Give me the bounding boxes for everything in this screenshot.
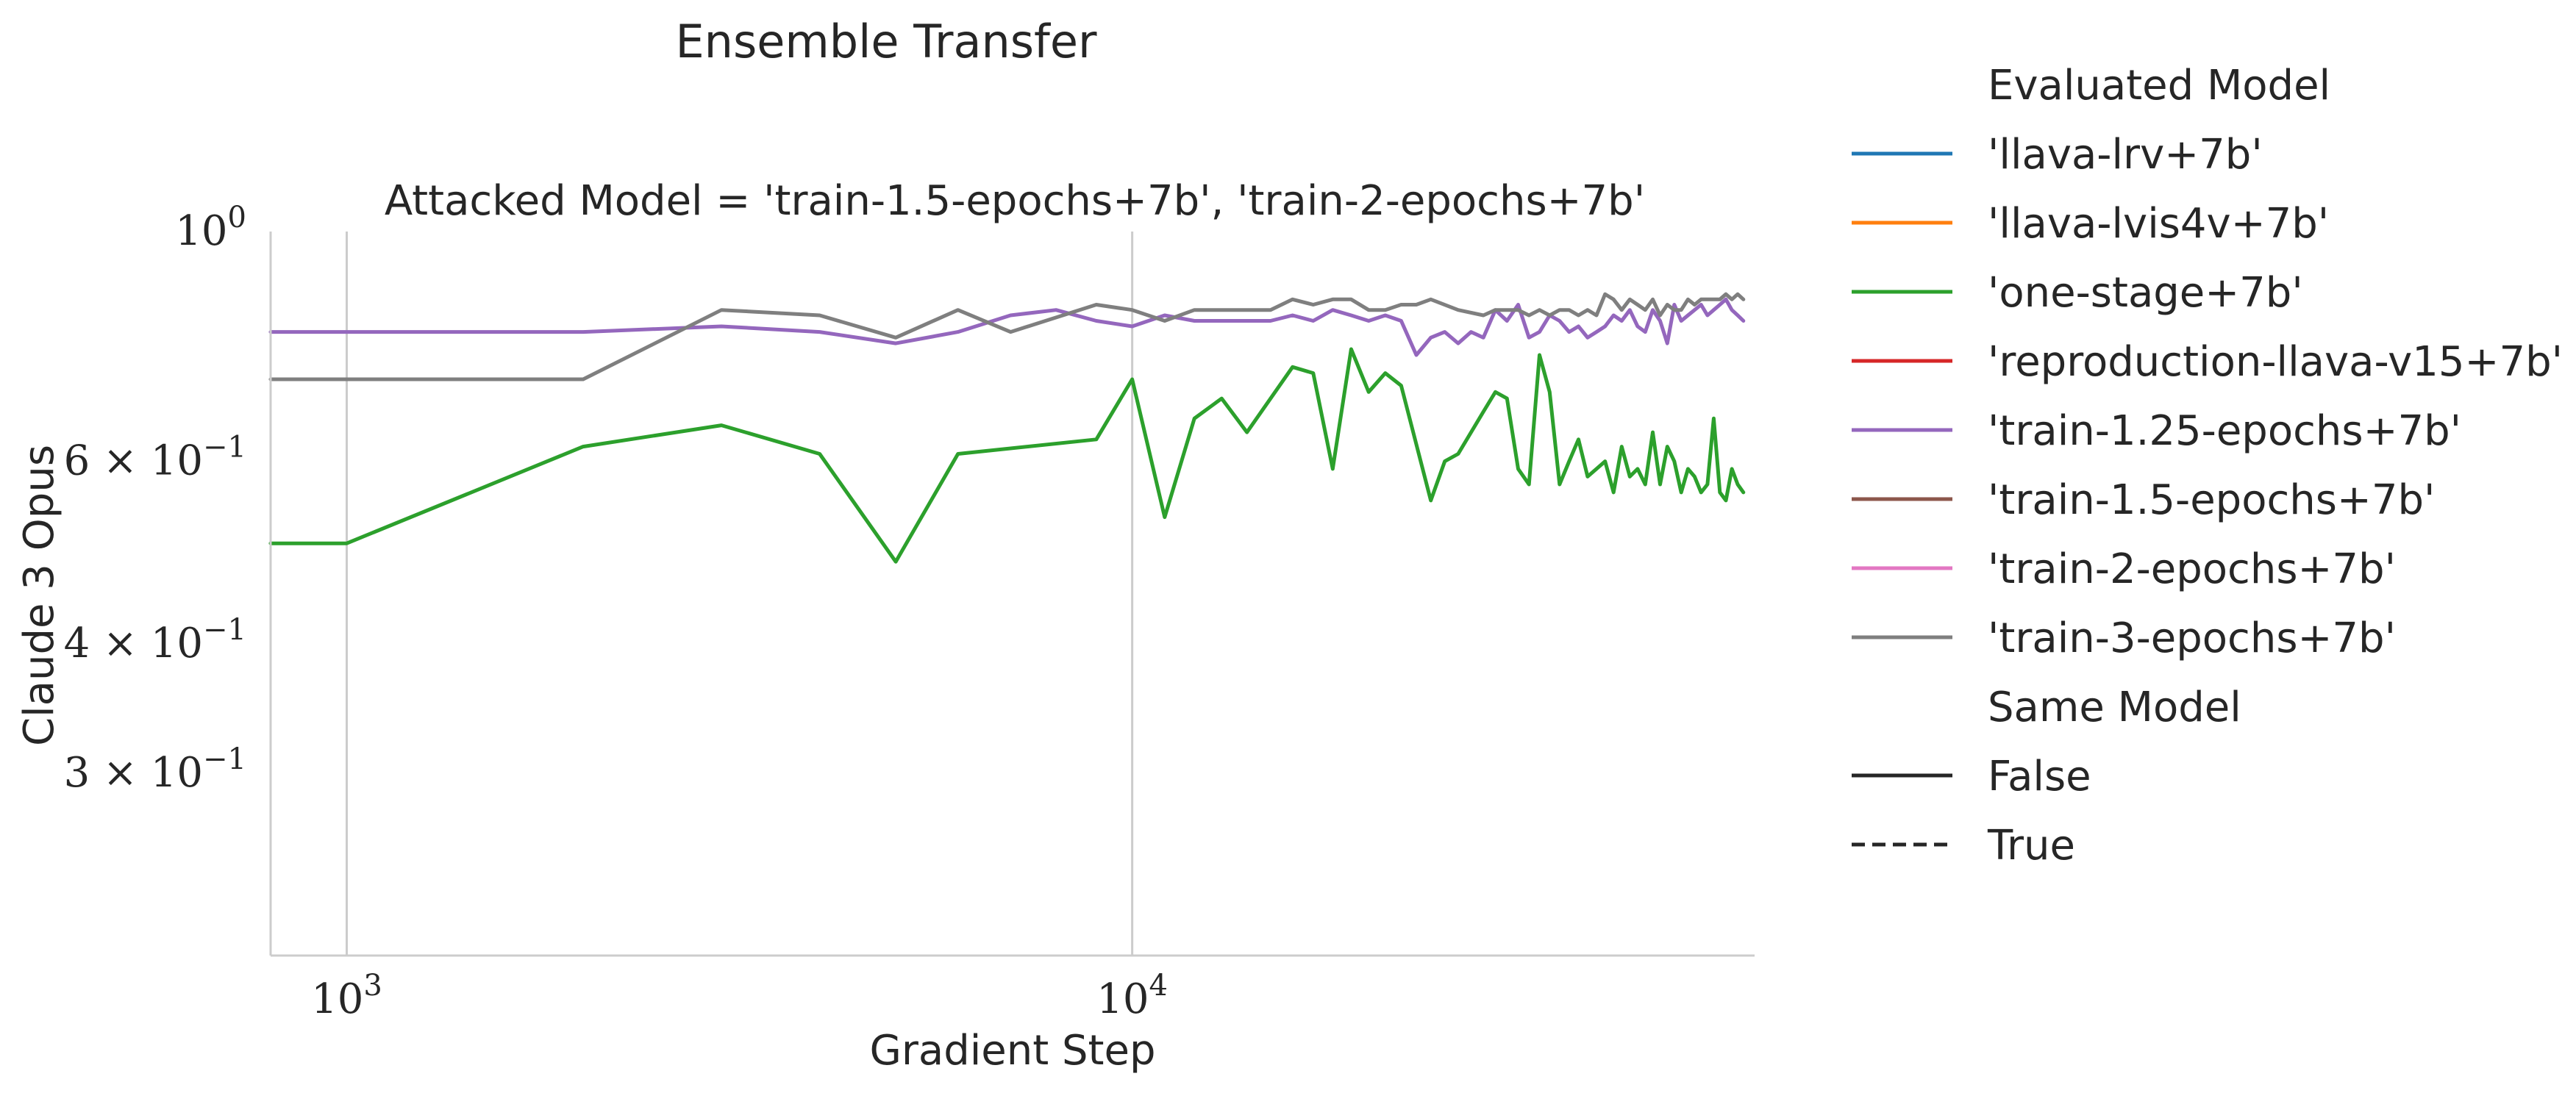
y-tick-label-2: 4 × 10−1: [64, 613, 246, 667]
series-line-2: [268, 292, 1746, 381]
y-axis-label: Claude 3 Opus: [15, 445, 63, 746]
legend-label-7: 'train-3-epochs+7b': [1988, 614, 2396, 662]
legend: Evaluated Model 'llava-lrv+7b' 'llava-lvis…: [1852, 62, 2563, 870]
series-lines: [268, 292, 1746, 564]
x-gridlines: [346, 232, 1134, 956]
chart-title: Ensemble Transfer: [675, 15, 1097, 68]
legend-label-3: 'reproduction-llava-v15+7b': [1988, 338, 2563, 386]
legend-label-0: 'llava-lrv+7b': [1988, 131, 2263, 179]
legend-style-title: Same Model: [1988, 684, 2241, 731]
chart-subtitle: Attacked Model = 'train-1.5-epochs+7b', …: [385, 177, 1645, 225]
legend-label-1: 'llava-lvis4v+7b': [1988, 200, 2329, 248]
legend-hue-title: Evaluated Model: [1988, 62, 2330, 110]
y-tick-labels: 100 6 × 10−1 4 × 10−1 3 × 10−1: [64, 201, 246, 797]
x-tick-labels: 103 104: [311, 969, 1168, 1023]
y-tick-label-0: 100: [175, 201, 246, 255]
legend-label-6: 'train-2-epochs+7b': [1988, 545, 2396, 593]
y-tick-label-3: 3 × 10−1: [64, 742, 246, 797]
x-axis-label: Gradient Step: [869, 1027, 1155, 1075]
x-tick-label-0: 103: [311, 969, 382, 1023]
series-line-1: [268, 297, 1746, 357]
y-tick-label-1: 6 × 10−1: [64, 431, 246, 485]
legend-label-2: 'one-stage+7b': [1988, 269, 2303, 317]
legend-label-4: 'train-1.25-epochs+7b': [1988, 407, 2461, 455]
legend-style-label-1: True: [1987, 822, 2075, 870]
plot-frame: [269, 232, 1755, 957]
x-tick-label-1: 104: [1096, 969, 1168, 1023]
legend-label-5: 'train-1.5-epochs+7b': [1988, 476, 2435, 524]
legend-style-label-0: False: [1988, 753, 2091, 800]
series-line-0: [268, 347, 1746, 564]
